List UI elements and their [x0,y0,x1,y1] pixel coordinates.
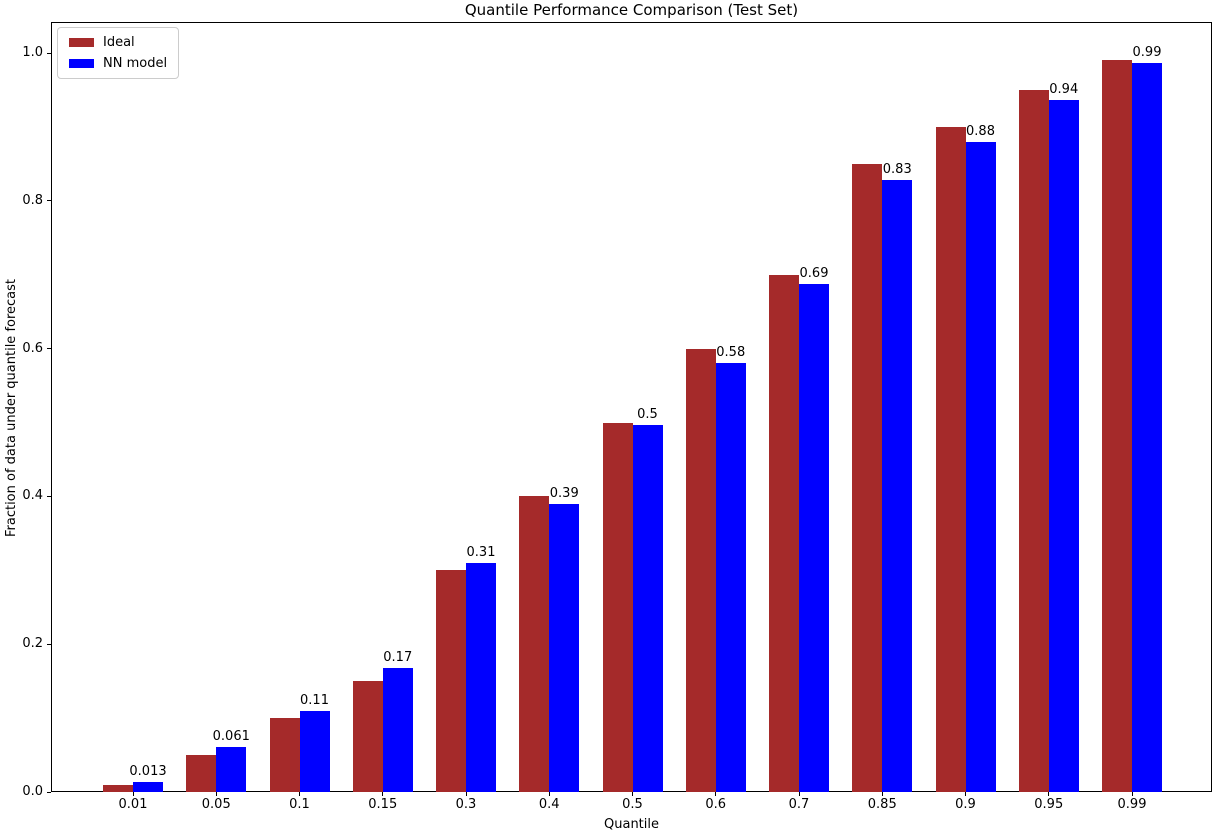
bar-value-label: 0.5 [637,406,658,422]
bar-value-label: 0.061 [212,728,250,744]
x-axis-tick [632,792,633,796]
x-tick-label: 0.6 [705,797,727,812]
y-axis-tick [47,348,51,350]
y-axis-tick [47,52,51,54]
x-tick-label: 0.3 [455,797,477,812]
y-tick-label: 0.2 [22,636,43,652]
y-tick-label: 0.4 [22,488,43,504]
bar-value-label: 0.31 [466,544,496,560]
legend: Ideal NN model [57,27,180,79]
y-axis-tick [47,200,51,202]
bar-ideal [769,274,799,792]
y-tick-label: 0.8 [22,192,43,208]
legend-item-ideal: Ideal [69,35,167,50]
bar-nn-model [549,503,580,792]
y-axis-label: Fraction of data under quantile forecast [4,278,19,538]
x-tick-label: 0.01 [118,797,148,812]
bar-value-label: 0.99 [1132,44,1162,60]
bar-nn-model [715,363,746,792]
bar-ideal [103,784,133,792]
y-axis-tick [47,791,51,793]
bar-value-label: 0.94 [1049,81,1079,97]
bar-nn-model [1048,99,1079,792]
bar-value-label: 0.013 [129,764,167,780]
x-axis-tick [548,792,550,796]
x-tick-label: 0.4 [538,797,560,812]
bar-ideal [685,348,716,792]
bar-ideal [1102,60,1132,792]
bar-nn-model [632,424,663,792]
bar-value-label: 0.17 [383,649,413,665]
y-tick-label: 0.0 [22,784,43,799]
x-axis-tick [299,792,300,796]
x-axis-tick [881,792,883,796]
bar-nn-model [882,180,913,792]
y-axis-tick [47,643,51,645]
bar-value-label: 0.39 [549,485,579,501]
bar-nn-model [799,283,829,792]
bar-nn-model [382,667,413,792]
x-axis-label: Quantile [604,817,659,832]
x-axis-tick [132,792,134,796]
bar-ideal [269,718,300,792]
bar-value-label: 0.58 [716,345,746,361]
x-axis-tick [1131,792,1133,796]
x-tick-label: 0.05 [201,797,231,812]
bar-nn-model [133,782,163,792]
x-axis-tick [965,792,966,796]
x-tick-label: 0.95 [1034,797,1064,812]
legend-swatch-nn-model-icon [69,59,94,68]
x-tick-label: 0.9 [955,797,976,812]
y-axis-tick [47,495,51,497]
x-axis-tick [465,792,467,796]
bar-value-label: 0.69 [799,265,829,281]
y-tick-label: 0.6 [22,340,43,356]
bar-ideal [935,126,966,792]
bar-nn-model [965,141,996,792]
bar-ideal [436,570,466,792]
bar-nn-model [466,562,496,792]
legend-label-nn-model: NN model [103,56,168,71]
chart-title: Quantile Performance Comparison (Test Se… [464,1,799,19]
x-tick-label: 0.5 [622,797,643,812]
bar-value-label: 0.11 [300,692,329,708]
bar-ideal [352,681,383,792]
legend-label-ideal: Ideal [103,35,135,50]
x-axis-tick [715,792,717,796]
bar-ideal [602,422,633,792]
bar-ideal [519,496,550,792]
x-axis-tick [798,792,800,796]
x-tick-label: 0.99 [1117,797,1147,812]
bar-ideal [1018,89,1049,792]
x-axis-tick [1048,792,1050,796]
x-tick-label: 0.85 [867,797,897,812]
x-tick-label: 0.1 [289,797,310,812]
bar-value-label: 0.88 [966,123,995,139]
bar-ideal [186,755,217,792]
bar-nn-model [216,746,247,792]
x-tick-label: 0.15 [368,797,398,812]
bar-ideal [852,163,883,792]
x-tick-label: 0.7 [788,797,810,812]
x-axis-tick [215,792,217,796]
bar-nn-model [299,710,330,792]
y-tick-label: 1.0 [22,45,43,60]
legend-item-nn-model: NN model [69,56,167,71]
legend-swatch-ideal-icon [69,38,94,47]
bar-value-label: 0.83 [882,162,912,178]
bar-nn-model [1132,62,1162,792]
x-axis-tick [382,792,384,796]
